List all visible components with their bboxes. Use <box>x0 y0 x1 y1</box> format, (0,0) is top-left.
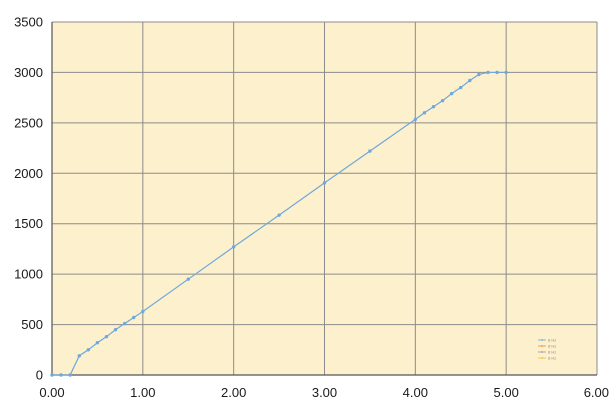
data-point <box>68 373 72 377</box>
data-point <box>113 327 118 332</box>
y-tick-label: 2500 <box>14 115 43 130</box>
axes <box>51 22 597 376</box>
x-tick-label: 1.00 <box>130 385 155 400</box>
legend-marker <box>541 339 543 341</box>
data-point <box>86 348 91 352</box>
data-point <box>440 98 445 103</box>
x-tick-label: 0.00 <box>39 385 64 400</box>
x-tick-label: 4.00 <box>403 385 428 400</box>
data-point <box>449 91 454 96</box>
data-point <box>422 111 427 115</box>
data-point <box>132 315 136 320</box>
x-tick-label: 2.00 <box>221 385 246 400</box>
x-tick-label: 6.00 <box>584 385 609 400</box>
data-point <box>477 72 481 77</box>
y-tick-label: 0 <box>36 368 43 383</box>
x-tick-label: 5.00 <box>494 385 519 400</box>
data-point <box>122 321 127 326</box>
y-tick-label: 1000 <box>14 267 43 282</box>
data-point <box>431 105 436 109</box>
data-point <box>459 85 463 90</box>
data-point <box>368 149 372 153</box>
data-point <box>322 181 327 185</box>
data-point <box>104 334 109 339</box>
data-point <box>495 70 499 75</box>
data-point <box>486 70 490 75</box>
data-point <box>413 117 418 122</box>
data-point <box>59 373 63 377</box>
legend-marker <box>541 345 543 347</box>
legend-label: 8 Hz <box>548 355 556 360</box>
legend-label: 8 Hz <box>548 343 556 348</box>
legend-label: 8 Hz <box>548 337 556 342</box>
data-point <box>504 70 508 75</box>
legend-label: 8 Hz <box>548 349 556 354</box>
y-tick-label: 3000 <box>14 65 43 80</box>
data-point <box>95 341 100 345</box>
data-point <box>186 277 190 281</box>
data-point <box>50 373 54 377</box>
data-point <box>77 354 81 358</box>
tick-labels: 0 500 1000 1500 2000 2500 3000 3500 0.00 1.00 2.00… <box>14 15 609 401</box>
data-point <box>468 78 472 83</box>
y-tick-label: 500 <box>21 317 43 332</box>
data-point <box>141 309 145 314</box>
data-point <box>277 213 281 217</box>
legend: 8 Hz8 Hz8 Hz8 Hz <box>538 337 556 360</box>
legend-marker <box>541 357 543 359</box>
x-tick-label: 3.00 <box>312 385 337 400</box>
y-tick-label: 1500 <box>14 216 43 231</box>
y-tick-label: 2000 <box>14 166 43 181</box>
series-lines <box>50 70 508 377</box>
y-tick-label: 3500 <box>14 15 43 30</box>
data-point <box>231 245 236 249</box>
legend-marker <box>541 351 543 353</box>
